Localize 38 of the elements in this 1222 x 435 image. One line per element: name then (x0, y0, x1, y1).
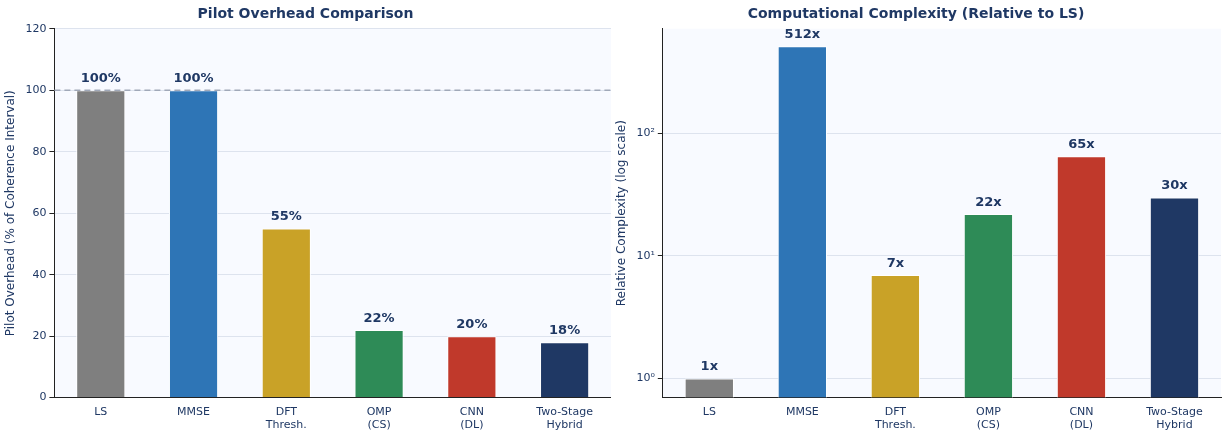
y-axis-title: Pilot Overhead (% of Coherence Interval) (3, 90, 18, 337)
x-tick-label: MMSE (785, 405, 819, 419)
x-tick-label: Two-Stage Hybrid (1145, 405, 1203, 432)
x-tick-label: LS (94, 405, 108, 419)
y-tick-label: 40 (32, 267, 47, 281)
data-label: 7x (886, 254, 905, 270)
y-tick-label: 60 (32, 206, 47, 220)
data-label: 22x (975, 193, 1003, 209)
x-tick-label: MMSE (177, 405, 211, 419)
y-tick-label: 100 (25, 83, 47, 97)
data-label: 512x (784, 26, 821, 42)
y-tick-label: 10² (636, 126, 655, 140)
chart-title: Pilot Overhead Comparison (197, 5, 414, 22)
chart-title: Computational Complexity (Relative to LS) (747, 5, 1085, 22)
y-tick-label: 10¹ (636, 248, 655, 262)
data-label: 18% (549, 322, 581, 338)
x-tick-label: DFT Thresh. (264, 405, 307, 432)
data-label: 100% (80, 70, 121, 86)
x-tick-label: DFT Thresh. (873, 405, 916, 432)
x-tick-label: CNN (DL) (1069, 405, 1094, 432)
data-label: 30x (1161, 177, 1189, 193)
data-label: 1x (700, 358, 719, 374)
data-label: 55% (270, 208, 302, 224)
x-tick-label: OMP (CS) (976, 405, 1002, 432)
y-axis-title: Relative Complexity (log scale) (614, 120, 629, 307)
y-tick-label: 20 (32, 328, 47, 342)
x-tick-label: Two-Stage Hybrid (535, 405, 594, 432)
y-tick-label: 80 (32, 144, 47, 158)
data-label: 100% (173, 70, 214, 86)
x-tick-label: LS (702, 405, 716, 419)
x-tick-label: CNN (DL) (459, 405, 484, 432)
data-label: 20% (456, 316, 488, 332)
x-tick-label: OMP (CS) (366, 405, 392, 432)
y-tick-label: 10⁰ (636, 371, 656, 385)
y-tick-label: 0 (39, 390, 47, 404)
data-label: 65x (1068, 136, 1096, 152)
y-tick-label: 120 (25, 21, 47, 35)
data-label: 22% (363, 309, 395, 325)
